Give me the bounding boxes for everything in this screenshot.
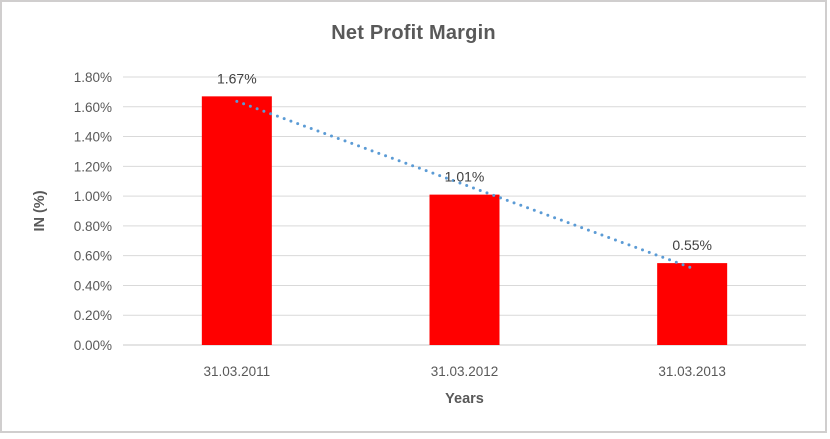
- y-tick-label: 1.20%: [74, 159, 112, 174]
- bar-31.03.2012: [429, 194, 500, 345]
- bar-31.03.2011: [201, 96, 272, 345]
- chart-title: Net Profit Margin: [331, 22, 496, 44]
- x-tick-label: 31.03.2012: [431, 364, 499, 379]
- y-tick-label: 0.20%: [74, 308, 112, 323]
- y-tick-label: 1.80%: [74, 70, 112, 85]
- data-label: 1.67%: [217, 70, 257, 86]
- x-axis-title: Years: [445, 391, 484, 407]
- trendline: [235, 99, 694, 270]
- x-tick-label: 31.03.2013: [658, 364, 726, 379]
- y-tick-label: 1.60%: [74, 100, 112, 115]
- data-label: 0.55%: [672, 237, 712, 253]
- y-tick-label: 0.40%: [74, 278, 112, 293]
- x-tick-label: 31.03.2011: [204, 364, 271, 379]
- bar-31.03.2013: [657, 263, 728, 345]
- y-tick-label: 1.40%: [74, 130, 112, 145]
- y-axis-title: IN (%): [32, 190, 48, 232]
- y-tick-label: 1.00%: [74, 189, 112, 204]
- y-tick-label: 0.80%: [74, 219, 112, 234]
- data-label: 1.01%: [445, 169, 485, 185]
- y-tick-label: 0.00%: [74, 338, 112, 353]
- y-tick-label: 0.60%: [74, 249, 112, 264]
